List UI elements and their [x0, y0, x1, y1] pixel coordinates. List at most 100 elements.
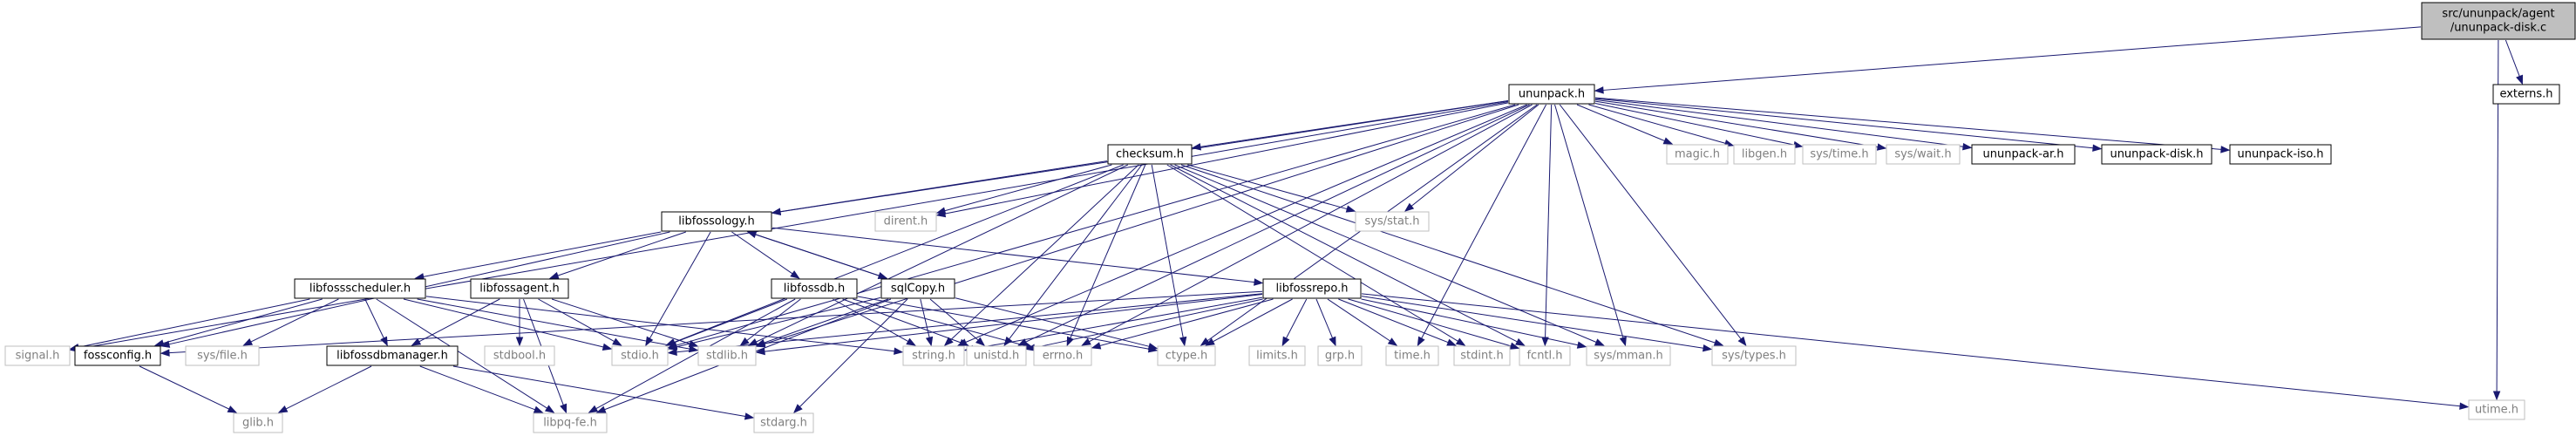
edge-libfossscheduler_h-to-string_h	[425, 296, 904, 355]
node-label: ununpack.h	[1519, 88, 1585, 101]
node-label: stdlib.h	[706, 350, 748, 363]
edge-line	[1361, 298, 1579, 346]
node-libfossrepo-h[interactable]: libfossrepo.h	[1262, 278, 1362, 299]
edge-line	[1588, 104, 1726, 144]
edge-line	[1009, 164, 1143, 340]
edge-line	[857, 296, 1150, 350]
edge-line	[1170, 164, 1518, 343]
edge-line	[746, 298, 801, 341]
edge-ununpack_h-to-libgen_h	[1588, 104, 1735, 147]
edge-line	[764, 298, 889, 344]
node-stdlib-h: stdlib.h	[697, 345, 757, 366]
arrow-head	[160, 349, 170, 357]
edge-libfossrepo_h-to-errno_h	[1091, 298, 1274, 350]
node-libfossdb-h[interactable]: libfossdb.h	[771, 278, 858, 299]
edge-line	[764, 104, 1519, 344]
edge-ununpack_h-to-dirent_h	[935, 102, 1509, 218]
node-box	[661, 211, 772, 232]
arrow-head	[771, 208, 782, 215]
edge-line	[1576, 104, 1665, 142]
edge-line	[250, 298, 339, 343]
node-errno-h: errno.h	[1033, 345, 1092, 366]
arrow-head	[1091, 342, 1102, 350]
edge-libfossrepo_h-to-stdio_h	[667, 293, 1263, 356]
node-label: limits.h	[1256, 350, 1298, 363]
edges-layer	[69, 26, 2524, 420]
node-label: grp.h	[1325, 350, 1355, 363]
edge-ununpack_h-to-sysstat_h	[1404, 104, 1539, 212]
node-sqlcopy-h[interactable]: sqlCopy.h	[880, 278, 955, 299]
edge-line	[1559, 104, 1742, 340]
node-label: libfossrepo.h	[1276, 283, 1349, 296]
edge-line	[944, 102, 1509, 215]
node-box	[74, 345, 161, 366]
arrow-head	[1619, 336, 1627, 347]
arrow-head	[790, 270, 800, 279]
node-externs-h[interactable]: externs.h	[2492, 84, 2560, 105]
node-sysmman-h: sys/mman.h	[1586, 345, 1671, 366]
node-label: libfossscheduler.h	[309, 283, 411, 296]
node-unistd-h: unistd.h	[966, 345, 1027, 366]
node-ununpack-iso-h[interactable]: ununpack-iso.h	[2229, 144, 2332, 165]
node-libfossdbmanager-h[interactable]: libfossdbmanager.h	[326, 345, 459, 366]
edge-line	[676, 296, 881, 348]
node-ununpack-ar-h[interactable]: ununpack-ar.h	[1971, 144, 2076, 165]
edge-line	[764, 294, 1263, 352]
edge-root-to-externs_h	[2505, 39, 2524, 85]
arrow-head	[2492, 391, 2501, 401]
node-root[interactable]: src/ununpack/agent/ununpack-disk.c	[2421, 2, 2576, 40]
edge-line	[1174, 164, 1597, 343]
edge-libfossdb_h-to-unistd_h	[842, 298, 969, 346]
node-ununpack-disk-h[interactable]: ununpack-disk.h	[2101, 144, 2212, 165]
arrow-head	[227, 405, 238, 413]
node-dirent-h: dirent.h	[874, 211, 937, 232]
arrow-head	[959, 338, 969, 346]
edge-libfossscheduler_h-to-signal_h	[69, 298, 310, 351]
arrow-head	[793, 404, 803, 413]
node-libpqfe-h: libpq-fe.h	[533, 412, 608, 433]
edge-libfossscheduler_h-to-fossconfig_h	[153, 298, 323, 347]
node-label: sqlCopy.h	[891, 283, 945, 296]
arrow-head	[1417, 336, 1425, 347]
edge-libfossagent_h-to-stdio_h	[538, 298, 622, 346]
arrow-head	[744, 412, 755, 420]
edge-libfossdbmanager_h-to-stdarg_h	[452, 365, 755, 420]
node-label: stdbool.h	[493, 350, 546, 363]
node-label: signal.h	[16, 350, 60, 363]
node-label: utime.h	[2475, 404, 2518, 417]
node-label: time.h	[1394, 350, 1431, 363]
edge-line	[1594, 97, 2222, 150]
edge-line	[1348, 298, 1512, 347]
edge-checksum_h-to-dirent_h	[935, 164, 1112, 215]
edge-line	[376, 298, 547, 409]
edge-line	[1421, 104, 1547, 339]
node-label: externs.h	[2499, 88, 2552, 101]
edge-libfossrepo_h-to-fcntl_h	[1348, 298, 1520, 350]
edge-line	[1180, 164, 1716, 344]
edge-ununpack_h-to-sysmman_h	[1554, 104, 1627, 347]
node-label: libpq-fe.h	[543, 417, 597, 430]
arrow-head	[925, 336, 934, 347]
arrow-head	[755, 347, 765, 356]
arrow-head	[1576, 341, 1587, 349]
edge-libfossology_h-to-libfossscheduler_h	[414, 231, 662, 281]
edge-line	[771, 227, 1255, 283]
node-libfossology-h[interactable]: libfossology.h	[661, 211, 772, 232]
node-label: sys/types.h	[1722, 350, 1786, 363]
node-fossconfig-h[interactable]: fossconfig.h	[74, 345, 161, 366]
edge-libfossrepo_h-to-grp_h	[1315, 298, 1336, 347]
node-checksum-h[interactable]: checksum.h	[1107, 144, 1193, 165]
edge-line	[1151, 164, 1184, 338]
edge-sqlcopy_h-to-stdarg_h	[793, 298, 908, 413]
node-label: fcntl.h	[1526, 350, 1562, 363]
node-grp-h: grp.h	[1317, 345, 1363, 366]
node-libfossscheduler-h[interactable]: libfossscheduler.h	[294, 278, 426, 299]
node-ctype-h: ctype.h	[1157, 345, 1216, 366]
node-libfossagent-h[interactable]: libfossagent.h	[470, 278, 569, 299]
arrow-head	[2220, 146, 2231, 153]
arrow-head	[1737, 336, 1747, 347]
arrow-head	[935, 207, 947, 215]
edge-libfossscheduler_h-to-sysfile_h	[242, 298, 339, 346]
edge-line	[1213, 298, 1293, 343]
node-ununpack-h[interactable]: ununpack.h	[1508, 84, 1595, 105]
